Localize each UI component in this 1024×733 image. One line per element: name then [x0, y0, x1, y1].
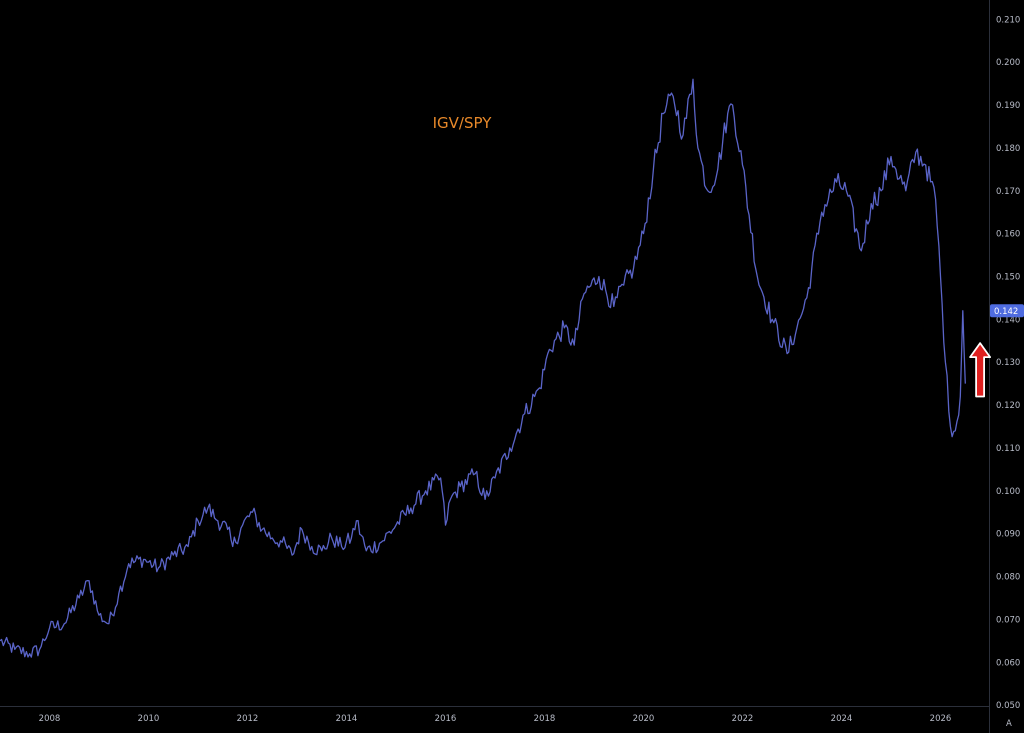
scale-mode-button[interactable]: A [1006, 719, 1012, 729]
last-value-badge [990, 304, 1024, 318]
y-tick-label-0.130: 0.130 [996, 358, 1020, 368]
x-tick-label-2024: 2024 [831, 714, 853, 724]
y-tick-label-0.050: 0.050 [996, 701, 1020, 711]
series-layer [0, 78, 966, 658]
x-tick-label-2026: 2026 [930, 714, 952, 724]
y-tick-label-0.190: 0.190 [996, 101, 1020, 111]
last-value-text: 0.142 [994, 307, 1018, 317]
x-tick-label-2016: 2016 [435, 714, 457, 724]
x-axis-ticks: 2008 2010 2012 2014 2016 2018 2020 2022 2024 2026 [39, 714, 952, 724]
y-tick-label-0.150: 0.150 [996, 272, 1020, 282]
x-tick-label-2018: 2018 [534, 714, 556, 724]
y-tick-label-0.090: 0.090 [996, 530, 1020, 540]
y-tick-label-0.070: 0.070 [996, 615, 1020, 625]
y-tick-label-0.060: 0.060 [996, 658, 1020, 668]
x-tick-label-2012: 2012 [237, 714, 259, 724]
y-tick-label-0.140: 0.140 [996, 315, 1020, 325]
x-tick-label-2010: 2010 [138, 714, 160, 724]
y-tick-label-0.180: 0.180 [996, 144, 1020, 154]
x-tick-label-2022: 2022 [732, 714, 754, 724]
y-tick-label-0.160: 0.160 [996, 230, 1020, 240]
y-tick-label-0.080: 0.080 [996, 573, 1020, 583]
y-axis-ticks: 0.050 0.060 0.070 0.080 0.090 0.100 0.110 0.120… [996, 15, 1020, 711]
y-tick-label-0.120: 0.120 [996, 401, 1020, 411]
red-up-arrow-icon [969, 342, 991, 398]
y-tick-label-0.210: 0.210 [996, 15, 1020, 25]
x-tick-label-2014: 2014 [336, 714, 358, 724]
y-tick-label-0.200: 0.200 [996, 58, 1020, 68]
series-line-igv-spy [0, 78, 966, 658]
x-tick-label-2020: 2020 [633, 714, 655, 724]
y-tick-label-0.170: 0.170 [996, 187, 1020, 197]
y-tick-label-0.110: 0.110 [996, 444, 1020, 454]
chart-title: IGV/SPY [433, 114, 493, 132]
last-value-tag: 0.142 [990, 304, 1024, 318]
annotation-layer [969, 342, 991, 398]
y-tick-label-0.100: 0.100 [996, 487, 1020, 497]
x-tick-label-2008: 2008 [39, 714, 61, 724]
